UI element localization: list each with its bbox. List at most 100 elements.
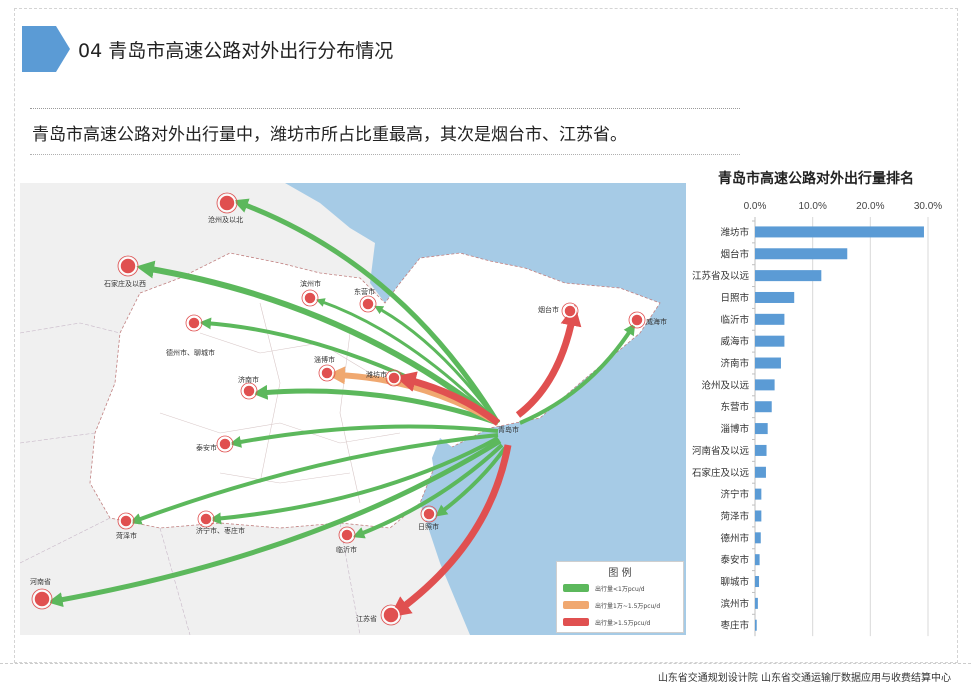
legend-swatch-low xyxy=(563,584,589,592)
label-henan: 河南省 xyxy=(30,578,51,586)
label-taian: 泰安市 xyxy=(196,444,217,452)
marker-cangzhou xyxy=(218,194,236,212)
category-label: 滨州市 xyxy=(720,598,749,610)
legend-swatch-high xyxy=(563,618,589,626)
bar-11 xyxy=(755,466,766,478)
bar-14 xyxy=(755,532,761,544)
label-zibo: 淄博市 xyxy=(314,356,335,364)
ranking-bar-chart: 0.0% 10.0% 20.0% 30.0% 潍坊市烟台市江苏省及以远日照市临沂市威海市… xyxy=(692,201,942,637)
x-tick-label: 30.0% xyxy=(914,201,942,212)
x-tick-label: 0.0% xyxy=(744,201,767,212)
marker-yantai xyxy=(563,304,577,318)
marker-jinan xyxy=(242,384,256,398)
marker-dezhou xyxy=(187,316,201,330)
label-origin-qingdao: 青岛市 xyxy=(498,426,519,434)
label-binzhou: 滨州市 xyxy=(300,280,321,288)
bar-16 xyxy=(755,576,760,588)
bar-17 xyxy=(755,597,758,609)
legend-label-high: 出行量>1.5万pcu/d xyxy=(595,620,651,627)
category-label: 东营市 xyxy=(720,401,749,413)
bar-13 xyxy=(755,510,762,522)
flow-dongying xyxy=(374,305,500,424)
category-label: 聊城市 xyxy=(720,576,749,588)
legend-swatch-mid xyxy=(563,601,589,609)
category-label: 日照市 xyxy=(720,292,749,304)
category-label: 济南市 xyxy=(720,358,749,370)
marker-zibo xyxy=(320,366,334,380)
bar-1 xyxy=(755,248,848,260)
footer-divider xyxy=(0,663,971,664)
flow-map-canvas xyxy=(20,183,686,635)
flow-taian xyxy=(229,424,499,448)
bar-3 xyxy=(755,291,795,303)
bar-18 xyxy=(755,619,757,631)
slide-frame xyxy=(14,8,958,663)
category-label: 淄博市 xyxy=(720,423,749,435)
label-dezhou: 德州市、聊城市 xyxy=(166,349,215,357)
marker-dongying xyxy=(361,297,375,311)
marker-taian xyxy=(218,437,232,451)
flow-weihai xyxy=(519,322,636,425)
category-label: 沧州及以远 xyxy=(701,379,749,391)
label-yantai: 烟台市 xyxy=(538,306,559,314)
marker-weifang xyxy=(387,371,401,385)
bar-7 xyxy=(755,379,775,391)
page-title: 04 青岛市高速公路对外出行分布情况 xyxy=(78,40,394,62)
flow-henan xyxy=(47,438,502,608)
title-divider xyxy=(30,108,740,109)
flow-heze xyxy=(129,433,499,525)
neighbor-borders xyxy=(20,322,361,635)
marker-rings xyxy=(31,192,646,626)
legend-label-low: 出行量<1万pcu/d xyxy=(595,586,645,593)
marker-henan xyxy=(33,590,51,608)
category-label: 烟台市 xyxy=(720,248,749,260)
flow-jining xyxy=(209,436,499,525)
category-label: 江苏省及以远 xyxy=(692,270,750,282)
label-jiangsu: 江苏省 xyxy=(356,615,377,623)
section-chevron-icon xyxy=(22,26,70,72)
legend-label-mid: 出行量1万~1.5万pcu/d xyxy=(595,603,661,610)
map-legend: 图 例 出行量<1万pcu/d 出行量1万~1.5万pcu/d 出行量>1.5万… xyxy=(556,561,684,633)
bar-6 xyxy=(755,357,781,369)
flow-jinan xyxy=(252,384,499,426)
category-label: 河南省及以远 xyxy=(692,445,750,457)
category-label: 威海市 xyxy=(720,336,749,348)
category-label: 济宁市 xyxy=(720,489,749,501)
marker-jining xyxy=(199,512,213,526)
category-label: 临沂市 xyxy=(720,314,749,326)
label-cangzhou: 沧州及以北 xyxy=(208,216,243,224)
bar-2 xyxy=(755,270,822,282)
marker-rizhao xyxy=(422,507,436,521)
category-label: 德州市 xyxy=(720,532,749,544)
label-jinan: 济南市 xyxy=(238,376,259,384)
label-heze: 菏泽市 xyxy=(116,532,137,540)
county-borders xyxy=(159,302,401,504)
category-label: 潍坊市 xyxy=(720,226,749,238)
bar-5 xyxy=(755,335,785,347)
footer-credits: 山东省交通规划设计院 山东省交通运输厅数据应用与收费结算中心 xyxy=(657,673,951,684)
marker-linyi xyxy=(340,528,354,542)
label-weihai: 威海市 xyxy=(646,318,667,326)
marker-heze xyxy=(119,514,133,528)
marker-binzhou xyxy=(303,291,317,305)
category-label: 石家庄及以远 xyxy=(692,467,750,479)
flow-rizhao xyxy=(435,446,507,517)
flow-binzhou xyxy=(315,298,500,425)
bar-15 xyxy=(755,554,760,566)
summary-divider xyxy=(30,154,740,155)
bar-9 xyxy=(755,423,768,435)
label-dongying: 东营市 xyxy=(354,288,375,296)
sea-area xyxy=(285,183,686,635)
label-shijiazhuang: 石家庄及以西 xyxy=(104,280,146,288)
city-markers xyxy=(33,194,644,624)
chart-title: 青岛市高速公路对外出行量排名 xyxy=(718,171,914,187)
flow-yantai xyxy=(515,304,582,418)
marker-shijiazhuang xyxy=(119,257,137,275)
category-label: 菏泽市 xyxy=(720,510,749,522)
label-weifang: 潍坊市 xyxy=(366,371,387,379)
bar-8 xyxy=(755,401,772,413)
label-linyi: 临沂市 xyxy=(336,546,357,554)
summary-text: 青岛市高速公路对外出行量中，潍坊市所占比重最高，其次是烟台市、江苏省。 xyxy=(32,125,627,145)
x-tick-label: 10.0% xyxy=(798,201,826,212)
bar-12 xyxy=(755,488,762,500)
